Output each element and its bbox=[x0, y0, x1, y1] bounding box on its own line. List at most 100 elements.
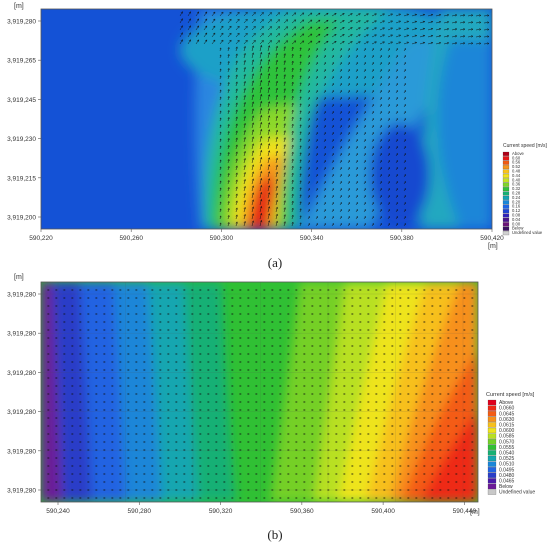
vector-arrow bbox=[323, 195, 326, 199]
vector-arrow-head bbox=[251, 185, 255, 188]
vector-arrow-head bbox=[404, 90, 406, 92]
vector-arrow-head bbox=[272, 385, 274, 387]
vector-arrow-head bbox=[235, 81, 238, 84]
vector-arrow bbox=[411, 35, 417, 38]
vector-arrow-head bbox=[388, 90, 390, 92]
vector-arrow-head bbox=[224, 465, 226, 467]
vector-arrow bbox=[251, 115, 254, 122]
vector-arrow bbox=[283, 116, 286, 122]
vector-arrow-head bbox=[80, 377, 82, 379]
vector-arrow-head bbox=[227, 82, 230, 85]
vector-arrow bbox=[235, 165, 238, 171]
vector-arrow bbox=[315, 40, 321, 45]
vector-arrow-head bbox=[376, 345, 378, 347]
vector-arrow-head bbox=[438, 20, 441, 24]
vector-arrow-head bbox=[184, 377, 186, 379]
vector-arrow-head bbox=[237, 11, 240, 15]
vector-arrow-head bbox=[176, 345, 178, 347]
vector-arrow-head bbox=[245, 33, 248, 36]
vector-arrow-head bbox=[64, 321, 66, 323]
vector-arrow-head bbox=[364, 55, 366, 57]
vector-arrow bbox=[387, 160, 390, 164]
vector-arrow-head bbox=[448, 305, 450, 307]
vector-arrow-head bbox=[342, 13, 345, 16]
vector-arrow bbox=[227, 54, 230, 59]
vector-arrow-head bbox=[168, 489, 170, 491]
vector-arrow bbox=[403, 90, 406, 94]
vector-arrow-head bbox=[160, 377, 162, 379]
vector-arrow-head bbox=[240, 481, 242, 483]
legend-swatch bbox=[487, 427, 497, 434]
vector-arrow-head bbox=[56, 497, 58, 499]
vector-arrow-head bbox=[232, 385, 234, 387]
vector-arrow-head bbox=[348, 146, 350, 148]
vector-arrow-head bbox=[120, 361, 122, 363]
vector-arrow bbox=[379, 139, 382, 143]
vector-arrow-head bbox=[448, 321, 450, 323]
vector-arrow bbox=[323, 202, 326, 206]
vector-arrow bbox=[395, 90, 398, 94]
vector-arrow-head bbox=[328, 361, 330, 363]
vector-arrow-head bbox=[360, 377, 362, 379]
vector-arrow-head bbox=[219, 166, 222, 169]
vector-arrow bbox=[347, 181, 350, 185]
vector-arrow bbox=[395, 132, 398, 136]
vector-arrow-head bbox=[288, 337, 290, 339]
vector-arrow-head bbox=[291, 172, 294, 175]
vector-arrow-head bbox=[160, 345, 162, 347]
vector-arrow-head bbox=[304, 345, 306, 347]
vector-arrow-head bbox=[243, 123, 246, 126]
vector-arrow-head bbox=[251, 101, 255, 104]
vector-arrow-head bbox=[352, 465, 354, 467]
vector-arrow-head bbox=[448, 393, 450, 395]
vector-arrow-head bbox=[88, 441, 90, 443]
vector-arrow-head bbox=[88, 425, 90, 427]
vector-arrow-head bbox=[188, 32, 191, 35]
vector-arrow bbox=[243, 67, 246, 73]
y-tick-label: 3,919,230 bbox=[7, 136, 36, 143]
vector-arrow bbox=[371, 104, 374, 108]
vector-arrow-head bbox=[56, 321, 58, 323]
vector-arrow-head bbox=[259, 122, 263, 125]
vector-arrow bbox=[331, 139, 334, 143]
vector-arrow-head bbox=[336, 369, 338, 371]
vector-arrow-head bbox=[301, 33, 305, 36]
vector-arrow-head bbox=[176, 465, 178, 467]
vector-arrow bbox=[283, 88, 286, 94]
vector-arrow-head bbox=[312, 457, 314, 459]
vector-arrow-head bbox=[356, 55, 358, 57]
vector-arrow-head bbox=[240, 321, 242, 323]
vector-arrow bbox=[315, 33, 321, 38]
vector-arrow bbox=[363, 34, 369, 38]
legend-swatch bbox=[502, 231, 510, 236]
legend-swatch bbox=[502, 165, 510, 170]
vector-arrow bbox=[299, 19, 305, 24]
vector-arrow-head bbox=[360, 353, 362, 355]
vector-arrow-head bbox=[144, 361, 146, 363]
vector-arrow-head bbox=[312, 441, 314, 443]
vector-arrow bbox=[299, 145, 302, 150]
vector-arrow bbox=[307, 26, 313, 31]
vector-arrow bbox=[379, 48, 382, 52]
vector-arrow-head bbox=[374, 20, 377, 23]
vector-arrow bbox=[291, 82, 294, 87]
vector-arrow-head bbox=[112, 385, 114, 387]
legend-label: 0.0465 bbox=[499, 479, 515, 485]
vector-arrow-head bbox=[112, 369, 114, 371]
vector-arrow-head bbox=[112, 345, 114, 347]
vector-arrow-head bbox=[299, 180, 302, 183]
vector-arrow bbox=[235, 123, 238, 129]
vector-arrow bbox=[235, 130, 238, 136]
vector-arrow bbox=[283, 81, 286, 87]
vector-arrow-head bbox=[240, 377, 242, 379]
vector-arrow-head bbox=[275, 87, 279, 91]
vector-arrow-head bbox=[184, 385, 186, 387]
vector-arrow-head bbox=[398, 13, 401, 16]
vector-arrow-head bbox=[136, 433, 138, 435]
vector-arrow-head bbox=[400, 409, 402, 411]
vector-arrow-head bbox=[227, 145, 230, 148]
vector-arrow bbox=[211, 32, 216, 38]
vector-arrow-head bbox=[342, 27, 345, 30]
vector-arrow bbox=[339, 188, 342, 192]
vector-arrow-head bbox=[432, 377, 434, 379]
